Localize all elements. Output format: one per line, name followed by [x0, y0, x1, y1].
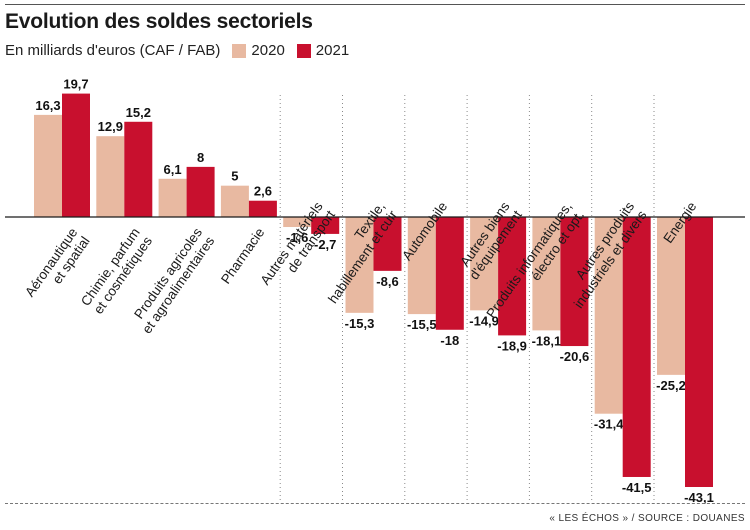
data-label-2021: -18 — [440, 333, 459, 348]
bar-2021 — [498, 217, 527, 336]
bar-2020 — [158, 178, 187, 217]
data-label-2021: -20,6 — [560, 349, 590, 364]
legend-item-2020: 2020 — [232, 42, 285, 59]
data-label-2020: -15,5 — [407, 317, 437, 332]
legend-item-2021: 2021 — [296, 42, 350, 59]
data-label-2021: 8 — [197, 150, 204, 165]
data-label-2021: -2,7 — [314, 237, 336, 252]
legend-label-2020: 2020 — [251, 42, 285, 59]
bar-2021 — [311, 217, 340, 234]
data-label-2020: 6,1 — [164, 162, 182, 177]
bar-2021 — [685, 217, 713, 487]
bar-2020 — [283, 217, 312, 228]
data-label-2021: 2,6 — [254, 184, 272, 199]
data-label-2021: -43,1 — [684, 490, 714, 505]
data-label-2020: -14,9 — [469, 313, 499, 328]
data-label-2020: 12,9 — [98, 119, 123, 134]
chart-title: Evolution des soldes sectoriels — [5, 10, 313, 33]
top-rule — [5, 4, 745, 5]
bar-2020 — [594, 217, 623, 414]
bar-2021 — [248, 200, 277, 217]
bar-2021 — [373, 217, 402, 271]
data-label-2021: -18,9 — [497, 338, 527, 353]
bar-2020 — [657, 217, 685, 375]
data-label-2021: -41,5 — [622, 480, 652, 495]
bar-2020 — [345, 217, 374, 313]
data-label-2020: -15,3 — [345, 316, 375, 331]
bar-2020 — [34, 114, 62, 217]
bar-2021 — [435, 217, 464, 330]
source-credit: « LES ÉCHOS » / SOURCE : DOUANES — [549, 513, 745, 524]
bar-2021 — [622, 217, 651, 477]
bar-2021 — [186, 166, 215, 217]
data-label-2021: 19,7 — [63, 77, 88, 92]
data-label-2020: -18,1 — [532, 333, 562, 348]
bar-2020 — [96, 136, 125, 217]
bar-2020 — [532, 217, 561, 331]
legend-swatch-2021 — [296, 43, 311, 58]
subtitle-row: En milliards d'euros (CAF / FAB) 2020 20… — [5, 42, 349, 59]
data-label-2020: 16,3 — [35, 98, 60, 113]
legend-swatch-2020 — [232, 43, 247, 58]
data-label-2021: -8,6 — [376, 274, 398, 289]
bar-2020 — [220, 185, 249, 217]
data-label-2020: -1,6 — [286, 230, 308, 245]
legend-label-2021: 2021 — [315, 42, 350, 59]
bar-2021 — [560, 217, 589, 347]
bottom-rule — [5, 503, 745, 504]
bar-2020 — [407, 217, 436, 315]
bar-2021 — [124, 121, 153, 217]
bar-2021 — [62, 93, 90, 217]
data-label-2020: -31,4 — [594, 417, 624, 432]
data-label-2020: -25,2 — [656, 378, 686, 393]
data-label-2020: 5 — [231, 169, 238, 184]
bar-2020 — [470, 217, 499, 311]
chart-subtitle: En milliards d'euros (CAF / FAB) — [5, 42, 221, 59]
data-label-2021: 15,2 — [126, 105, 151, 120]
